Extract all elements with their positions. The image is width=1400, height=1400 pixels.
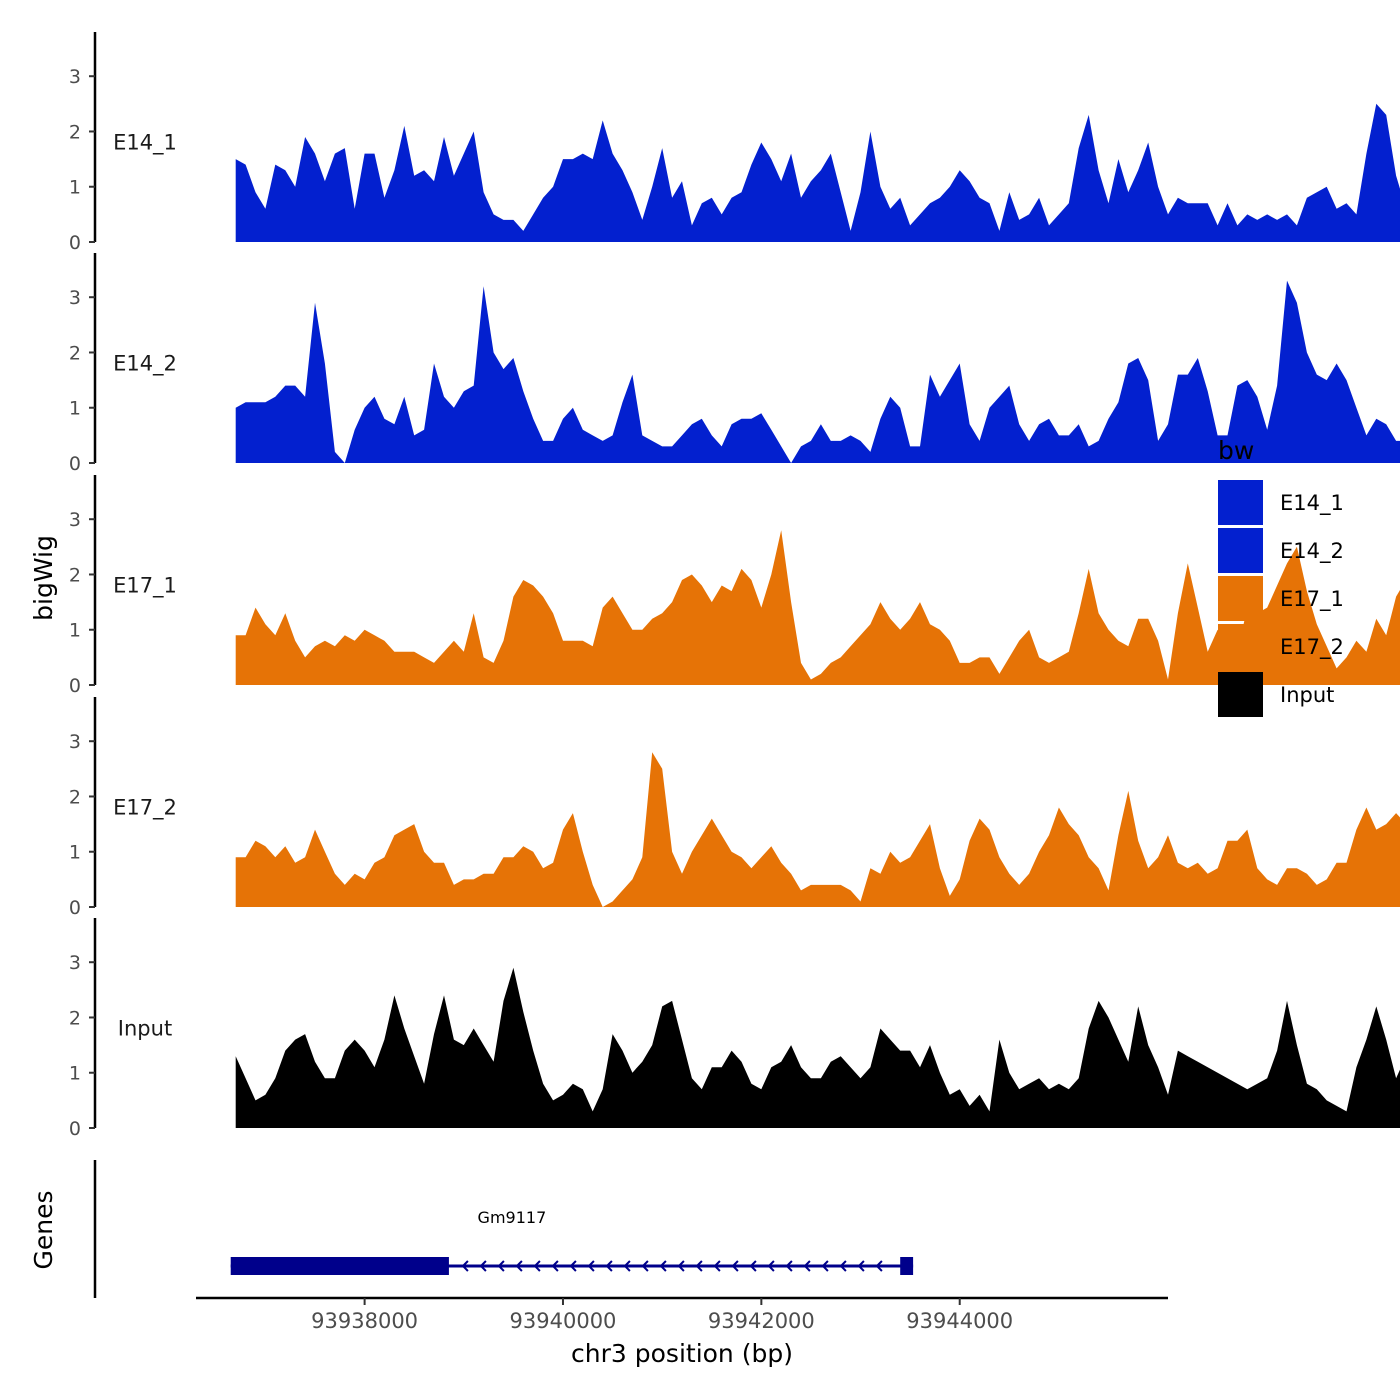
- legend-swatch: [1218, 624, 1263, 669]
- gene-exon: [230, 1257, 449, 1275]
- legend-swatch: [1218, 528, 1263, 573]
- strand-arrow: [551, 1260, 559, 1272]
- strand-arrow: [677, 1260, 685, 1272]
- track-label: E14_1: [113, 131, 177, 156]
- strand-arrow: [569, 1260, 577, 1272]
- track-label: E17_2: [113, 796, 177, 821]
- strand-arrow: [803, 1260, 811, 1272]
- y-tick-label: 2: [69, 342, 81, 364]
- strand-arrow: [695, 1260, 703, 1272]
- strand-arrow: [497, 1260, 505, 1272]
- track-e17_2: 0 1 2 3 E17_2: [69, 697, 1400, 919]
- strand-arrow: [767, 1260, 775, 1272]
- legend-label: E14_2: [1280, 539, 1344, 564]
- legend-label: Input: [1280, 683, 1334, 707]
- strand-arrow: [749, 1260, 757, 1272]
- strand-arrow: [623, 1260, 631, 1272]
- y-tick-label: 0: [69, 453, 81, 475]
- genes-axis-title: Genes: [29, 1190, 58, 1269]
- gene-exon: [900, 1257, 914, 1275]
- legend-swatch: [1218, 672, 1263, 717]
- y-tick-label: 1: [69, 1063, 81, 1085]
- strand-arrow: [821, 1260, 829, 1272]
- strand-arrow: [659, 1260, 667, 1272]
- y-tick-label: 2: [69, 121, 81, 143]
- x-tick-label: 93942000: [708, 1309, 815, 1333]
- genes-panel: Gm9117: [93, 1160, 914, 1298]
- track-label: Input: [118, 1017, 172, 1041]
- track-e17_1: 0 1 2 3 E17_1: [69, 475, 1400, 697]
- strand-arrow: [857, 1260, 865, 1272]
- signal-area-input: [235, 967, 1400, 1128]
- legend: bw E14_1 E14_2 E17_1 E17_2 Input: [1218, 436, 1344, 717]
- x-axis-title: chr3 position (bp): [571, 1339, 793, 1368]
- signal-area-e17_2: [235, 752, 1400, 907]
- strand-arrow: [785, 1260, 793, 1272]
- x-tick-label: 93940000: [510, 1309, 617, 1333]
- signal-area-e17_1: [235, 530, 1400, 685]
- strand-arrow: [713, 1260, 721, 1272]
- y-tick-label: 2: [69, 1007, 81, 1029]
- y-tick-label: 1: [69, 398, 81, 420]
- strand-arrow: [605, 1260, 613, 1272]
- y-tick-label: 0: [69, 897, 81, 919]
- strand-arrow: [461, 1260, 469, 1272]
- legend-label: E17_1: [1280, 587, 1344, 612]
- x-axis: 93938000 93940000 93942000 93944000: [196, 1296, 1168, 1333]
- y-tick-label: 2: [69, 786, 81, 808]
- strand-arrow: [533, 1260, 541, 1272]
- y-tick-label: 3: [69, 287, 81, 309]
- x-tick-label: 93944000: [906, 1309, 1013, 1333]
- track-label: E17_1: [113, 574, 177, 599]
- legend-label: E14_1: [1280, 491, 1344, 516]
- y-tick-label: 1: [69, 842, 81, 864]
- y-axis-title: bigWig: [29, 535, 58, 621]
- signal-tracks: 0 1 2 3 E14_1 0 1 2 3 E14_2 0 1 2 3 E17_1 0 1 2 3 E17_2 0 1 2 3…: [69, 32, 1400, 1140]
- legend-title: bw: [1218, 436, 1254, 465]
- strand-arrow: [515, 1260, 523, 1272]
- y-tick-label: 3: [69, 66, 81, 88]
- strand-arrow: [731, 1260, 739, 1272]
- track-label: E14_2: [113, 352, 177, 377]
- signal-area-e14_1: [235, 103, 1400, 242]
- strand-arrow: [479, 1260, 487, 1272]
- gene-label: Gm9117: [478, 1208, 547, 1227]
- legend-swatch: [1218, 576, 1263, 621]
- y-tick-label: 0: [69, 1118, 81, 1140]
- y-tick-label: 0: [69, 675, 81, 697]
- y-tick-label: 3: [69, 731, 81, 753]
- strand-arrow: [839, 1260, 847, 1272]
- track-input: 0 1 2 3 Input: [69, 918, 1400, 1140]
- legend-swatch: [1218, 480, 1263, 525]
- y-tick-label: 3: [69, 952, 81, 974]
- strand-arrow: [641, 1260, 649, 1272]
- track-e14_1: 0 1 2 3 E14_1: [69, 32, 1400, 254]
- y-tick-label: 2: [69, 564, 81, 586]
- signal-area-e14_2: [235, 280, 1400, 463]
- y-tick-label: 1: [69, 177, 81, 199]
- track-e14_2: 0 1 2 3 E14_2: [69, 253, 1400, 475]
- x-tick-label: 93938000: [311, 1309, 418, 1333]
- strand-arrow: [587, 1260, 595, 1272]
- y-tick-label: 0: [69, 232, 81, 254]
- y-tick-label: 1: [69, 620, 81, 642]
- y-tick-label: 3: [69, 509, 81, 531]
- legend-label: E17_2: [1280, 635, 1344, 660]
- strand-arrow: [875, 1260, 883, 1272]
